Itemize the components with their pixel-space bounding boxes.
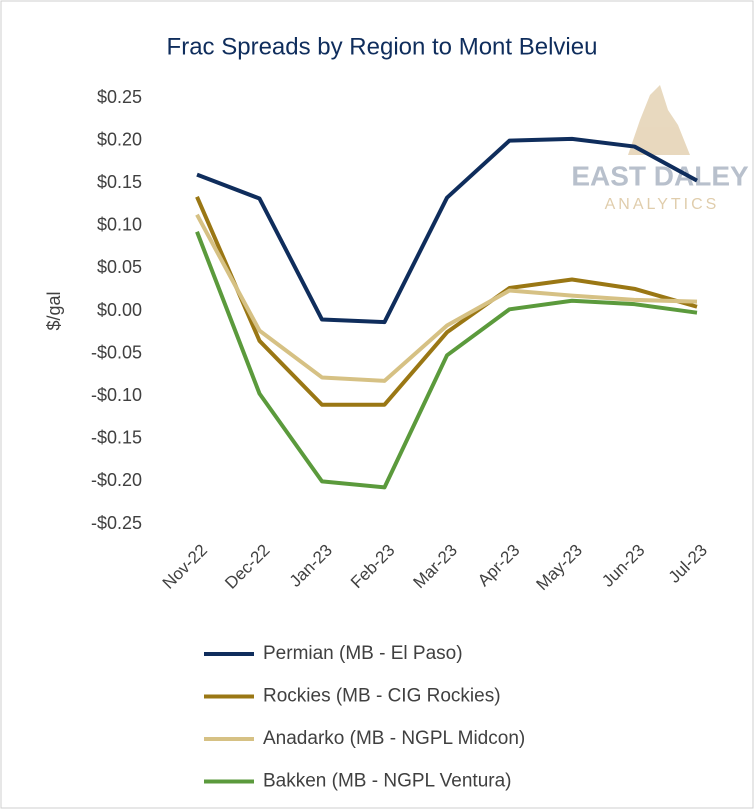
y-tick-label: $0.10 bbox=[97, 215, 142, 235]
series-line bbox=[195, 196, 698, 407]
y-tick-label: -$0.20 bbox=[91, 470, 142, 490]
series-line bbox=[196, 136, 698, 325]
y-tick-label: $0.00 bbox=[97, 300, 142, 320]
y-tick-label: $0.25 bbox=[97, 87, 142, 107]
y-tick-label: -$0.15 bbox=[91, 428, 142, 448]
y-tick-label: $0.05 bbox=[97, 257, 142, 277]
watermark-logo bbox=[628, 85, 690, 155]
y-axis-label: $/gal bbox=[44, 291, 64, 330]
series-line bbox=[195, 213, 698, 383]
watermark-name: EAST DALEY bbox=[571, 160, 749, 191]
y-tick-label: -$0.25 bbox=[91, 513, 142, 533]
legend-label: Permian (MB - El Paso) bbox=[263, 643, 463, 664]
legend-label: Rockies (MB - CIG Rockies) bbox=[263, 686, 501, 707]
y-tick-label: $0.15 bbox=[97, 172, 142, 192]
y-tick-label: -$0.05 bbox=[91, 342, 142, 362]
watermark-sub: ANALYTICS bbox=[605, 196, 720, 213]
y-tick-label: -$0.10 bbox=[91, 385, 142, 405]
legend-label: Anadarko (MB - NGPL Midcon) bbox=[263, 728, 525, 749]
y-tick-label: $0.20 bbox=[97, 129, 142, 149]
watermark: EAST DALEY ANALYTICS bbox=[571, 85, 749, 213]
series-line bbox=[195, 231, 698, 490]
chart-title: Frac Spreads by Region to Mont Belvieu bbox=[167, 33, 598, 60]
legend-label: Bakken (MB - NGPL Ventura) bbox=[263, 771, 512, 792]
